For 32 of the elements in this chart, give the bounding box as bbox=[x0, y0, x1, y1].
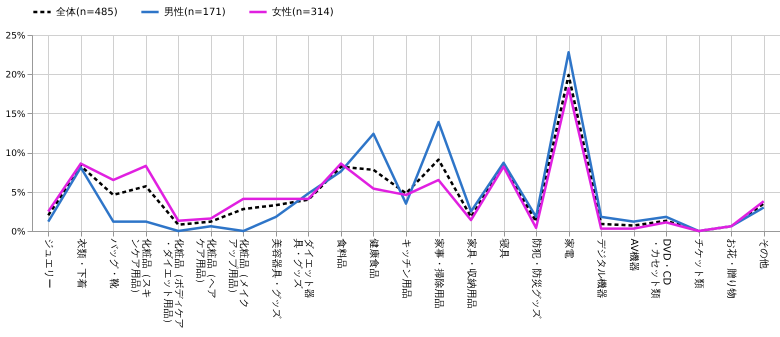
x-tick-label: 衣類・下着 bbox=[75, 238, 88, 288]
legend-label: 男性(n=171) bbox=[164, 6, 226, 18]
x-tick-label: キッチン用品 bbox=[400, 238, 412, 298]
x-tick-label: 食料品 bbox=[335, 238, 348, 268]
x-tick-label: その他 bbox=[758, 238, 770, 268]
y-tick-label: 5% bbox=[11, 188, 26, 198]
legend-label: 全体(n=485) bbox=[56, 6, 118, 18]
legend-label: 女性(n=314) bbox=[272, 6, 334, 18]
x-tick-label: 化粧品（ボディケア・ダイエット用品） bbox=[162, 238, 185, 328]
x-tick-label: AV機器 bbox=[628, 238, 640, 272]
x-tick-label: お花・贈り物 bbox=[726, 238, 738, 298]
x-tick-label: DVD・CD・カセット類 bbox=[650, 238, 672, 298]
x-tick-label: 家事・掃除用品 bbox=[433, 238, 446, 308]
x-tick-label: ジュエリー bbox=[42, 238, 54, 288]
x-tick-label: 寝具 bbox=[498, 238, 510, 258]
y-tick-label: 25% bbox=[5, 32, 26, 42]
x-tick-label: 家具・収納用品 bbox=[466, 238, 478, 308]
x-tick-label: 美容器具・グッズ bbox=[270, 238, 282, 320]
x-tick-label: バッグ・靴 bbox=[108, 238, 120, 288]
x-tick-label: 化粧品（スキンケア用品） bbox=[129, 238, 152, 298]
x-tick-label: 化粧品（メイクアップ用品） bbox=[226, 238, 250, 308]
x-tick-label: 健康食品 bbox=[368, 238, 380, 278]
y-tick-label: 10% bbox=[5, 149, 26, 160]
y-tick-label: 0% bbox=[11, 228, 26, 238]
x-tick-label: 家電 bbox=[563, 238, 576, 258]
x-tick-label: 化粧品（ヘアケア用品） bbox=[194, 238, 218, 298]
x-tick-label: ダイエット器具・グッズ bbox=[292, 238, 315, 298]
x-tick-label: 防犯・防災グッズ bbox=[530, 238, 543, 320]
x-tick-label: チケット類 bbox=[693, 238, 706, 288]
y-tick-label: 15% bbox=[5, 110, 26, 120]
y-tick-label: 20% bbox=[5, 70, 26, 81]
x-tick-label: デジタル機器 bbox=[596, 238, 608, 298]
